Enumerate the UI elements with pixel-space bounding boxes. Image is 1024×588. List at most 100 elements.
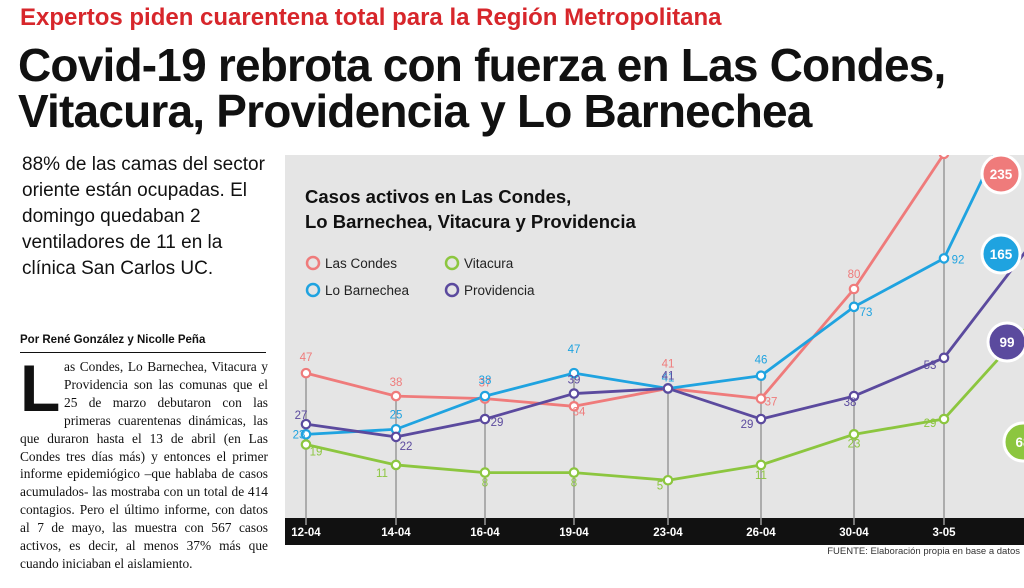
- data-label-lo-barnechea: 38: [479, 375, 492, 387]
- end-bubble-value: 68: [1015, 435, 1024, 450]
- data-point-vitacura: [662, 474, 674, 486]
- end-bubble-value: 235: [990, 167, 1013, 182]
- legend-marker-lo-barnechea: [305, 282, 321, 298]
- end-bubble-circle: [986, 321, 1024, 363]
- end-bubble-circle: [1002, 421, 1024, 463]
- data-point-providencia: [755, 413, 767, 425]
- data-label-providencia: 39: [568, 375, 581, 387]
- chart-legend: Las Condes Vitacura Lo Barnechea Providenci…: [305, 255, 535, 298]
- headline: Covid-19 rebrota con fuerza en Las Conde…: [18, 42, 1018, 134]
- end-bubble-providencia: 99: [986, 321, 1024, 363]
- data-label-las-condes: 34: [573, 406, 586, 418]
- data-label-las-condes: 37: [479, 378, 492, 390]
- x-tick-label: 16-04: [470, 527, 500, 539]
- legend-label-las-condes: Las Condes: [325, 256, 397, 271]
- data-point-vitacura: [848, 429, 860, 440]
- data-point-las-condes: [938, 155, 950, 160]
- data-label-vitacura: 8: [482, 478, 488, 490]
- data-label-vitacura: 11: [376, 468, 388, 480]
- drop-cap: L: [20, 351, 61, 425]
- data-point-vitacura: [390, 459, 402, 471]
- x-tick-label: 19-04: [559, 527, 589, 539]
- data-label-providencia: 27: [295, 410, 308, 422]
- data-point-vitacura: [300, 439, 312, 450]
- article-body-text: as Condes, Lo Barnechea, Vitacura y Prov…: [20, 359, 268, 571]
- chart-title-line-1: Casos activos en Las Condes,: [305, 186, 571, 207]
- data-label-vitacura: 23: [848, 438, 861, 450]
- data-point-lo-barnechea: [938, 253, 950, 264]
- end-bubble-value: 165: [990, 247, 1013, 262]
- data-point-las-condes: [755, 393, 767, 404]
- data-label-las-condes: 80: [848, 269, 861, 281]
- data-point-providencia: [848, 390, 860, 402]
- end-bubble-circle: [980, 233, 1022, 275]
- legend-label-lo-barnechea: Lo Barnechea: [325, 283, 410, 298]
- chart-end-bubbles: 235 165 68 99: [980, 155, 1024, 463]
- data-point-lo-barnechea: [848, 301, 860, 313]
- byline-rule: [20, 352, 266, 353]
- legend-label-vitacura: Vitacura: [464, 256, 514, 271]
- chart-points: [300, 155, 950, 486]
- data-point-providencia: [938, 352, 950, 364]
- data-point-vitacura: [938, 413, 950, 425]
- data-point-providencia: [479, 413, 491, 425]
- chart-svg: Casos activos en Las Condes, Lo Barneche…: [285, 155, 1024, 557]
- data-label-lo-barnechea: 46: [755, 355, 768, 367]
- data-point-providencia: [568, 388, 580, 399]
- data-label-vitacura: 8: [571, 478, 577, 490]
- data-point-lo-barnechea: [479, 390, 491, 402]
- data-label-lo-barnechea: 92: [952, 254, 965, 266]
- lede: 88% de las camas del sector oriente está…: [22, 154, 265, 279]
- data-label-lo-barnechea: 47: [568, 344, 581, 356]
- chart-background: [285, 155, 1024, 518]
- data-point-las-condes: [848, 283, 860, 295]
- data-label-providencia: 53: [924, 360, 937, 372]
- data-point-lo-barnechea: [300, 429, 312, 440]
- data-point-providencia: [300, 418, 312, 430]
- legend-marker-vitacura: [444, 255, 460, 271]
- data-point-vitacura: [568, 467, 580, 478]
- data-label-lo-barnechea: 41: [662, 372, 675, 384]
- chart-value-labels: 4738373441378013323253847414673921911885…: [293, 254, 965, 492]
- data-label-las-condes: 47: [300, 352, 313, 364]
- chart-source: FUENTE: Elaboración propia en base a dat…: [827, 546, 1020, 557]
- data-label-lo-barnechea: 73: [860, 307, 873, 319]
- end-bubble-vitacura: 68: [1002, 421, 1024, 463]
- data-point-providencia: [662, 383, 674, 394]
- end-bubble-lo-barnechea: 165: [980, 233, 1022, 275]
- data-point-lo-barnechea: [755, 370, 767, 381]
- chart-title-line-2: Lo Barnechea, Vitacura y Providencia: [305, 211, 636, 232]
- data-label-las-condes: 38: [390, 377, 403, 389]
- data-label-las-condes: 37: [765, 397, 778, 409]
- data-label-vitacura: 11: [755, 470, 767, 482]
- chart: Casos activos en Las Condes, Lo Barneche…: [285, 155, 1024, 588]
- data-point-las-condes: [300, 367, 312, 379]
- data-label-vitacura: 29: [924, 418, 937, 430]
- data-label-vitacura: 19: [310, 447, 323, 459]
- x-tick-label: 14-04: [381, 527, 411, 539]
- data-label-providencia: 38: [844, 397, 857, 409]
- x-tick-label: 3-05: [932, 527, 956, 539]
- x-tick-label: 12-04: [291, 527, 321, 539]
- data-point-vitacura: [479, 467, 491, 478]
- legend-marker-providencia: [444, 282, 460, 298]
- headline-line-2: Vitacura, Providencia y Lo Barnechea: [18, 85, 812, 137]
- legend-label-providencia: Providencia: [464, 283, 535, 298]
- data-point-lo-barnechea: [568, 367, 580, 379]
- data-label-providencia: 29: [491, 417, 504, 429]
- x-tick-label: 23-04: [653, 527, 683, 539]
- x-axis-band: [285, 518, 1024, 545]
- data-label-lo-barnechea: 23: [293, 429, 306, 441]
- legend-marker-las-condes: [305, 255, 321, 271]
- data-point-las-condes: [568, 401, 580, 412]
- data-point-las-condes: [390, 390, 402, 402]
- data-point-providencia: [390, 431, 402, 443]
- kicker: Expertos piden cuarentena total para la …: [20, 4, 722, 31]
- data-label-providencia: 29: [741, 419, 754, 431]
- end-bubble-circle: [980, 155, 1022, 195]
- data-label-providencia: 22: [400, 441, 413, 453]
- end-bubble-value: 99: [999, 335, 1014, 350]
- data-label-las-condes: 41: [662, 358, 675, 370]
